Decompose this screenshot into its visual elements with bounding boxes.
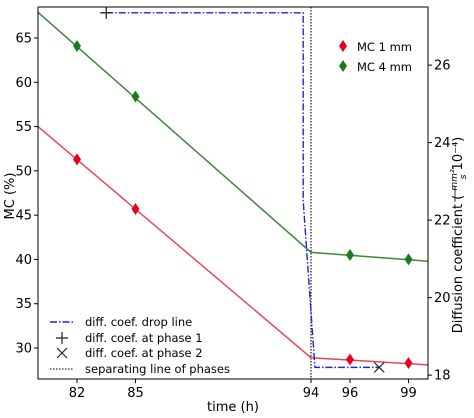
legend-mc1-marker bbox=[339, 40, 347, 52]
mc4-point-1 bbox=[131, 90, 140, 103]
legend-phase2-marker bbox=[56, 347, 68, 359]
mc1-point-0 bbox=[73, 153, 81, 166]
x-tick-label-0: 82 bbox=[69, 386, 86, 401]
y-right-tick-label-3: 24 bbox=[434, 136, 451, 151]
phase1-marker bbox=[100, 6, 113, 19]
y-left-tick-label-6: 60 bbox=[15, 76, 32, 91]
y-left-tick-label-0: 30 bbox=[15, 342, 32, 357]
legend-phase1-marker bbox=[56, 332, 68, 344]
plot-frame bbox=[37, 6, 429, 380]
y-right-tick-label-1: 20 bbox=[434, 291, 451, 306]
legend-bottom: diff. coef. drop line diff. coef. at pha… bbox=[44, 312, 236, 378]
legend-phase2-label: diff. coef. at phase 2 bbox=[85, 346, 203, 360]
y-axis-right-label-prefix: Diffusion coefficient ( bbox=[451, 195, 466, 334]
mc4-point-2 bbox=[346, 249, 354, 261]
x-axis-label: time (h) bbox=[207, 400, 259, 415]
y-left-tick-label-7: 65 bbox=[15, 32, 32, 47]
y-right-tick-label-4: 26 bbox=[434, 59, 451, 74]
mc1-point-3 bbox=[404, 357, 413, 370]
y-axis-left-label: MC (%) bbox=[3, 173, 18, 220]
legend-top-item-mc1: MC 1 mm bbox=[339, 40, 412, 54]
y-left-tick-label-1: 35 bbox=[15, 297, 32, 312]
legend-phase1-label: diff. coef. at phase 1 bbox=[85, 331, 203, 345]
y-right-tick-label-2: 22 bbox=[434, 214, 451, 229]
y-left-tick-label-3: 45 bbox=[15, 209, 32, 224]
x-tick-label-4: 99 bbox=[400, 386, 417, 401]
mc1-point-2 bbox=[346, 353, 354, 366]
y-axis-right-label-suffix: 10⁻⁴) bbox=[451, 137, 466, 171]
mc4-fit-line bbox=[37, 11, 429, 262]
legend-top: MC 1 mm MC 4 mm bbox=[339, 40, 412, 74]
y-right-tick-label-0: 18 bbox=[434, 369, 451, 384]
mc4-point-0 bbox=[73, 39, 81, 52]
mc1-point-1 bbox=[131, 202, 140, 215]
legend-drop-line-label: diff. coef. drop line bbox=[85, 315, 192, 329]
legend-mc4-marker bbox=[339, 60, 347, 72]
legend-mc1-label: MC 1 mm bbox=[357, 40, 412, 54]
phase2-marker bbox=[373, 361, 385, 373]
legend-bottom-box bbox=[44, 312, 236, 378]
x-tick-label-2: 94 bbox=[303, 386, 320, 401]
mc1-fit-line bbox=[37, 125, 429, 366]
mc4-point-3 bbox=[404, 253, 413, 266]
x-tick-label-1: 85 bbox=[127, 386, 144, 401]
drop-line bbox=[106, 12, 380, 369]
legend-top-item-mc4: MC 4 mm bbox=[339, 60, 412, 74]
y-axis-right-label-units-den: s bbox=[459, 174, 469, 179]
legend-separator-label: separating line of phases bbox=[85, 362, 230, 376]
y-left-tick-label-2: 40 bbox=[15, 253, 32, 268]
y-axis-right-label-units-num: mm² bbox=[450, 169, 460, 191]
y-left-tick-label-4: 50 bbox=[15, 164, 32, 179]
y-axis-right-label: Diffusion coefficient ( mm² s 10⁻⁴) bbox=[446, 137, 470, 333]
y-left-tick-label-5: 55 bbox=[15, 120, 32, 135]
legend-mc4-label: MC 4 mm bbox=[357, 60, 412, 74]
x-tick-label-3: 96 bbox=[342, 386, 359, 401]
